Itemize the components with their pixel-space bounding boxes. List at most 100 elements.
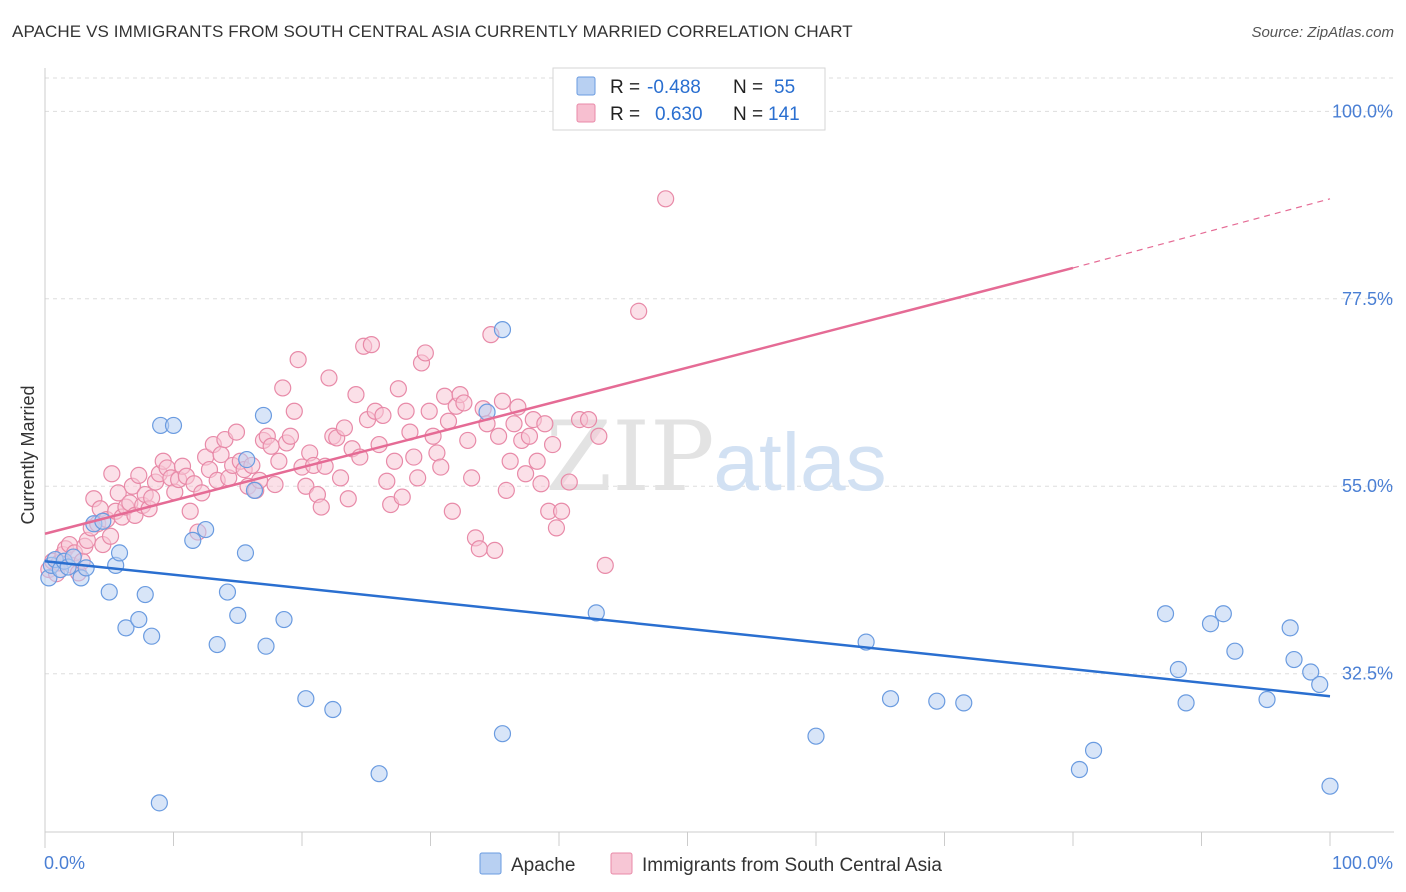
- immigrants-point-69: [285, 402, 303, 420]
- immigrants-point-110: [443, 502, 461, 520]
- source-label: Source: ZipAtlas.com: [1251, 24, 1394, 41]
- apache-point-13: [110, 544, 129, 562]
- apache-point-39: [807, 727, 825, 745]
- apache-point-29: [254, 406, 273, 425]
- stats-r-value-immigrants: 0.630: [655, 104, 703, 125]
- apache-point-23: [208, 635, 226, 654]
- apache-point-15: [130, 610, 148, 629]
- immigrants-point-142: [590, 427, 608, 445]
- apache-point-44: [1070, 760, 1089, 779]
- immigrants-point-105: [424, 427, 442, 445]
- axes: [44, 68, 1394, 848]
- immigrants-point-65: [270, 452, 288, 470]
- immigrants-point-143: [596, 556, 614, 574]
- immigrants-point-22: [109, 484, 127, 502]
- immigrants-point-107: [432, 458, 450, 476]
- apache-point-54: [1285, 650, 1303, 669]
- legend-swatch-apache: [479, 852, 502, 875]
- apache-point-18: [150, 794, 168, 812]
- apache-point-52: [1258, 690, 1276, 709]
- apache-point-22: [197, 520, 215, 539]
- stats-n-value-apache: 55: [774, 77, 795, 98]
- immigrants-point-101: [409, 469, 427, 487]
- immigrants-point-20: [103, 465, 121, 483]
- apache-point-28: [245, 481, 264, 500]
- stats-legend-swatch-immigrants: [576, 103, 596, 123]
- legend-swatch-immigrants: [610, 852, 633, 875]
- immigrants-point-134: [536, 415, 554, 433]
- apache-point-30: [257, 637, 275, 655]
- apache-point-45: [1084, 741, 1103, 759]
- series-apache-points: [40, 321, 1339, 812]
- stats-n-label-immigrants: N =: [733, 104, 763, 125]
- apache-point-20: [164, 416, 183, 435]
- stats-legend-swatch-apache: [576, 76, 596, 96]
- immigrants-point-82: [335, 419, 354, 437]
- legend-label-apache: Apache: [511, 855, 575, 876]
- immigrants-point-113: [455, 394, 473, 412]
- immigrants-point-89: [362, 336, 380, 354]
- stats-n-value-immigrants: 141: [768, 104, 800, 125]
- apache-point-14: [117, 619, 135, 637]
- trend-line-immigrants-extension: [1072, 198, 1331, 269]
- immigrants-point-85: [347, 385, 365, 404]
- stats-r-label-apache: R =: [610, 77, 640, 98]
- apache-point-26: [236, 544, 255, 562]
- tick-labels: 32.5% 55.0% 77.5% 100.0% 0.0% 100.0%: [44, 101, 1393, 873]
- apache-point-32: [297, 690, 315, 708]
- trend-line-immigrants: [44, 266, 1074, 535]
- immigrants-point-81: [331, 469, 350, 487]
- apache-point-31: [275, 610, 293, 629]
- apache-point-53: [1281, 619, 1299, 637]
- apache-point-34: [370, 765, 388, 783]
- immigrants-point-132: [528, 452, 546, 470]
- immigrants-point-66: [274, 379, 292, 397]
- immigrants-point-72: [297, 477, 315, 495]
- x-tick-label-1: 100.0%: [1332, 853, 1393, 873]
- immigrants-point-28: [130, 466, 148, 485]
- stats-legend-frame: [552, 67, 826, 131]
- apache-point-56: [1311, 675, 1329, 694]
- immigrants-point-138: [552, 502, 571, 520]
- series-legend: Apache Immigrants from South Central Asi…: [479, 852, 942, 876]
- apache-point-48: [1177, 694, 1195, 712]
- immigrants-point-70: [289, 351, 307, 369]
- immigrants-point-121: [486, 541, 504, 559]
- apache-point-41: [881, 690, 900, 708]
- y-tick-label-1: 55.0%: [1342, 476, 1393, 496]
- apache-point-17: [143, 627, 161, 645]
- y-axis-label: Currently Married: [18, 385, 38, 524]
- x-tick-label-0: 0.0%: [44, 853, 85, 873]
- immigrants-point-117: [470, 540, 488, 558]
- immigrants-point-68: [281, 427, 300, 445]
- immigrants-point-136: [543, 435, 562, 454]
- apache-point-42: [928, 692, 946, 710]
- immigrants-point-144: [630, 302, 648, 320]
- apache-point-36: [493, 321, 512, 339]
- apache-point-47: [1169, 660, 1187, 679]
- apache-point-57: [1321, 777, 1339, 795]
- apache-point-24: [218, 583, 237, 601]
- apache-point-16: [136, 585, 154, 604]
- y-tick-label-3: 100.0%: [1332, 101, 1393, 121]
- immigrants-point-97: [393, 488, 411, 506]
- y-tick-label-0: 32.5%: [1342, 664, 1393, 684]
- apache-point-25: [229, 606, 247, 624]
- immigrants-point-100: [405, 448, 423, 466]
- immigrants-point-126: [505, 415, 523, 433]
- immigrants-point-83: [339, 490, 357, 508]
- legend-label-immigrants: Immigrants from South Central Asia: [642, 855, 942, 876]
- series-immigrants-points: [40, 190, 675, 583]
- immigrants-point-123: [493, 392, 512, 410]
- apache-point-51: [1226, 642, 1244, 660]
- stats-legend: R = -0.488 N = 55 R = 0.630 N = 141: [552, 67, 826, 131]
- immigrants-point-78: [320, 369, 338, 387]
- stats-r-value-apache: -0.488: [647, 77, 701, 98]
- immigrants-point-103: [416, 344, 434, 362]
- y-tick-label-2: 77.5%: [1342, 289, 1393, 309]
- immigrants-point-98: [397, 402, 415, 420]
- apache-point-8: [77, 559, 95, 577]
- immigrants-point-42: [181, 502, 199, 520]
- apache-point-49: [1201, 615, 1220, 633]
